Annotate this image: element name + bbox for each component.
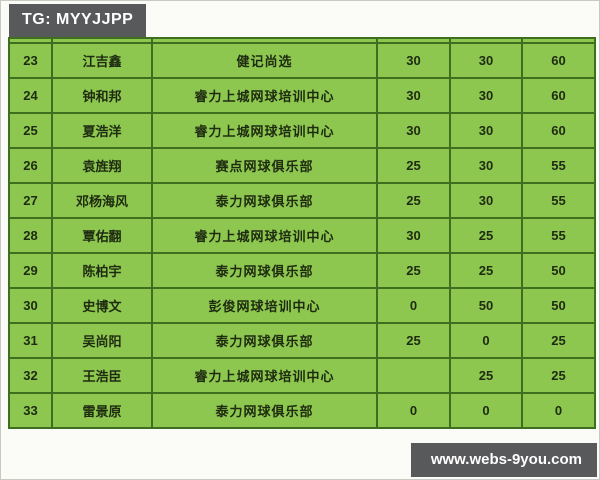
score1-cell: 0 <box>376 392 451 429</box>
total-cell: 50 <box>521 252 596 289</box>
score1-cell: 25 <box>376 147 451 184</box>
club-cell: 彭俊网球培训中心 <box>151 287 378 324</box>
table-row: 33 雷景原 泰力网球俱乐部 0 0 0 <box>8 392 596 429</box>
scores-table: 23 江吉鑫 健记尚选 30 30 60 24 钟和邦 睿力上城网球培训中心 30 30 60 25 夏浩… <box>8 37 596 429</box>
rank-cell: 25 <box>8 112 53 149</box>
website-watermark-badge: www.webs-9you.com <box>410 443 597 477</box>
name-cell: 邓杨海风 <box>51 182 153 219</box>
name-cell: 钟和邦 <box>51 77 153 114</box>
total-cell: 25 <box>521 322 596 359</box>
tg-watermark-badge: TG: MYYJJPP <box>9 4 147 37</box>
rank-cell: 23 <box>8 42 53 79</box>
club-cell: 睿力上城网球培训中心 <box>151 217 378 254</box>
name-cell: 吴尚阳 <box>51 322 153 359</box>
total-cell: 60 <box>521 77 596 114</box>
score1-cell: 30 <box>376 112 451 149</box>
clipped-cell <box>376 37 451 44</box>
club-cell: 睿力上城网球培训中心 <box>151 357 378 394</box>
table-row: 26 袁旌翔 赛点网球俱乐部 25 30 55 <box>8 147 596 184</box>
total-cell: 60 <box>521 112 596 149</box>
clipped-row-top <box>8 37 596 44</box>
score2-cell: 25 <box>449 217 523 254</box>
clipped-cell <box>151 37 378 44</box>
score1-cell: 25 <box>376 182 451 219</box>
table-row: 29 陈柏宇 泰力网球俱乐部 25 25 50 <box>8 252 596 289</box>
score1-cell: 30 <box>376 77 451 114</box>
name-cell: 江吉鑫 <box>51 42 153 79</box>
total-cell: 25 <box>521 357 596 394</box>
score2-cell: 0 <box>449 392 523 429</box>
rank-cell: 33 <box>8 392 53 429</box>
name-cell: 雷景原 <box>51 392 153 429</box>
club-cell: 泰力网球俱乐部 <box>151 322 378 359</box>
rank-cell: 32 <box>8 357 53 394</box>
score2-cell: 30 <box>449 182 523 219</box>
clipped-cell <box>8 37 53 44</box>
club-cell: 赛点网球俱乐部 <box>151 147 378 184</box>
table-row: 30 史博文 彭俊网球培训中心 0 50 50 <box>8 287 596 324</box>
total-cell: 0 <box>521 392 596 429</box>
name-cell: 王浩臣 <box>51 357 153 394</box>
table-row: 24 钟和邦 睿力上城网球培训中心 30 30 60 <box>8 77 596 114</box>
score1-cell: 25 <box>376 322 451 359</box>
total-cell: 50 <box>521 287 596 324</box>
score2-cell: 30 <box>449 112 523 149</box>
score2-cell: 30 <box>449 147 523 184</box>
score2-cell: 30 <box>449 42 523 79</box>
rank-cell: 30 <box>8 287 53 324</box>
name-cell: 覃佑翻 <box>51 217 153 254</box>
score2-cell: 50 <box>449 287 523 324</box>
club-cell: 泰力网球俱乐部 <box>151 392 378 429</box>
total-cell: 55 <box>521 147 596 184</box>
score2-cell: 25 <box>449 357 523 394</box>
rank-cell: 31 <box>8 322 53 359</box>
total-cell: 55 <box>521 182 596 219</box>
name-cell: 陈柏宇 <box>51 252 153 289</box>
club-cell: 健记尚选 <box>151 42 378 79</box>
rank-cell: 28 <box>8 217 53 254</box>
score1-cell: 25 <box>376 252 451 289</box>
table-row: 27 邓杨海风 泰力网球俱乐部 25 30 55 <box>8 182 596 219</box>
table-row: 31 吴尚阳 泰力网球俱乐部 25 0 25 <box>8 322 596 359</box>
score1-cell <box>376 357 451 394</box>
score1-cell: 0 <box>376 287 451 324</box>
rank-cell: 26 <box>8 147 53 184</box>
clipped-cell <box>51 37 153 44</box>
score1-cell: 30 <box>376 217 451 254</box>
rank-cell: 29 <box>8 252 53 289</box>
score2-cell: 30 <box>449 77 523 114</box>
total-cell: 55 <box>521 217 596 254</box>
club-cell: 睿力上城网球培训中心 <box>151 112 378 149</box>
table-body: 23 江吉鑫 健记尚选 30 30 60 24 钟和邦 睿力上城网球培训中心 30 30 60 25 夏浩… <box>8 37 596 429</box>
table-row: 25 夏浩洋 睿力上城网球培训中心 30 30 60 <box>8 112 596 149</box>
name-cell: 夏浩洋 <box>51 112 153 149</box>
score1-cell: 30 <box>376 42 451 79</box>
score2-cell: 0 <box>449 322 523 359</box>
total-cell: 60 <box>521 42 596 79</box>
table-row: 32 王浩臣 睿力上城网球培训中心 25 25 <box>8 357 596 394</box>
club-cell: 泰力网球俱乐部 <box>151 182 378 219</box>
club-cell: 泰力网球俱乐部 <box>151 252 378 289</box>
clipped-cell <box>449 37 523 44</box>
score2-cell: 25 <box>449 252 523 289</box>
rank-cell: 27 <box>8 182 53 219</box>
table-row: 23 江吉鑫 健记尚选 30 30 60 <box>8 42 596 79</box>
club-cell: 睿力上城网球培训中心 <box>151 77 378 114</box>
name-cell: 袁旌翔 <box>51 147 153 184</box>
table-row: 28 覃佑翻 睿力上城网球培训中心 30 25 55 <box>8 217 596 254</box>
rank-cell: 24 <box>8 77 53 114</box>
name-cell: 史博文 <box>51 287 153 324</box>
clipped-cell <box>521 37 596 44</box>
